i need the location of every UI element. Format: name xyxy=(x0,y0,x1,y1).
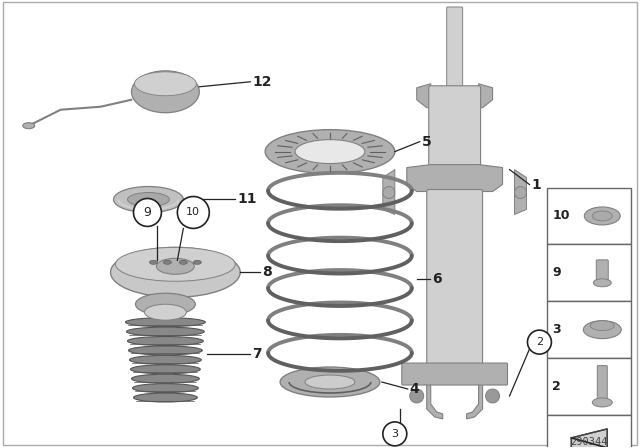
Text: 8: 8 xyxy=(262,265,272,279)
Polygon shape xyxy=(515,169,527,215)
Text: 2: 2 xyxy=(536,337,543,347)
Circle shape xyxy=(134,198,161,226)
Text: 10: 10 xyxy=(186,207,200,217)
Bar xyxy=(547,244,631,301)
Bar xyxy=(547,358,631,415)
Text: 4: 4 xyxy=(410,382,419,396)
Ellipse shape xyxy=(592,211,612,221)
Text: 1: 1 xyxy=(531,177,541,192)
Ellipse shape xyxy=(590,321,614,331)
FancyBboxPatch shape xyxy=(402,363,508,385)
Ellipse shape xyxy=(593,279,611,287)
Ellipse shape xyxy=(265,129,395,173)
Circle shape xyxy=(410,389,424,403)
Text: 3: 3 xyxy=(391,429,398,439)
Ellipse shape xyxy=(156,258,195,274)
Polygon shape xyxy=(467,379,506,419)
Ellipse shape xyxy=(116,247,236,281)
Ellipse shape xyxy=(129,346,202,355)
Ellipse shape xyxy=(111,247,240,297)
FancyBboxPatch shape xyxy=(596,260,608,282)
Circle shape xyxy=(177,197,209,228)
FancyBboxPatch shape xyxy=(429,86,481,169)
Ellipse shape xyxy=(127,193,170,207)
Ellipse shape xyxy=(131,365,200,374)
Ellipse shape xyxy=(136,293,195,315)
Text: 12: 12 xyxy=(252,75,271,89)
Ellipse shape xyxy=(131,71,199,113)
Text: 10: 10 xyxy=(552,210,570,223)
Bar xyxy=(547,415,631,448)
Ellipse shape xyxy=(163,260,172,264)
Bar xyxy=(547,188,631,244)
Circle shape xyxy=(515,186,527,198)
FancyBboxPatch shape xyxy=(427,190,483,383)
Text: 290344: 290344 xyxy=(570,437,608,447)
Text: 6: 6 xyxy=(432,272,442,286)
Text: 9: 9 xyxy=(552,266,561,279)
Ellipse shape xyxy=(127,336,204,345)
Text: 9: 9 xyxy=(143,206,152,219)
Text: 2: 2 xyxy=(552,380,561,393)
Ellipse shape xyxy=(584,207,620,225)
Ellipse shape xyxy=(592,398,612,407)
Ellipse shape xyxy=(132,383,198,392)
Text: 7: 7 xyxy=(252,347,262,361)
Ellipse shape xyxy=(583,321,621,339)
Text: 5: 5 xyxy=(422,135,431,149)
Ellipse shape xyxy=(145,304,186,320)
Ellipse shape xyxy=(149,260,157,264)
Circle shape xyxy=(527,330,552,354)
Ellipse shape xyxy=(113,186,183,212)
Polygon shape xyxy=(383,169,395,215)
Ellipse shape xyxy=(134,72,196,96)
Ellipse shape xyxy=(134,393,197,402)
Text: 3: 3 xyxy=(552,323,561,336)
Polygon shape xyxy=(407,164,502,191)
Circle shape xyxy=(486,389,500,403)
Polygon shape xyxy=(572,429,607,448)
FancyBboxPatch shape xyxy=(597,366,607,401)
Ellipse shape xyxy=(193,260,202,264)
Ellipse shape xyxy=(295,140,365,164)
Ellipse shape xyxy=(127,327,204,336)
Ellipse shape xyxy=(280,367,380,397)
Ellipse shape xyxy=(305,375,355,389)
Circle shape xyxy=(383,422,407,446)
Text: 11: 11 xyxy=(237,193,257,207)
Circle shape xyxy=(383,186,395,198)
Bar xyxy=(547,301,631,358)
FancyBboxPatch shape xyxy=(447,7,463,89)
Ellipse shape xyxy=(131,374,199,383)
Ellipse shape xyxy=(179,260,188,264)
Polygon shape xyxy=(417,84,493,108)
Polygon shape xyxy=(403,379,443,419)
Ellipse shape xyxy=(23,123,35,129)
Ellipse shape xyxy=(129,355,202,364)
Ellipse shape xyxy=(125,318,205,327)
